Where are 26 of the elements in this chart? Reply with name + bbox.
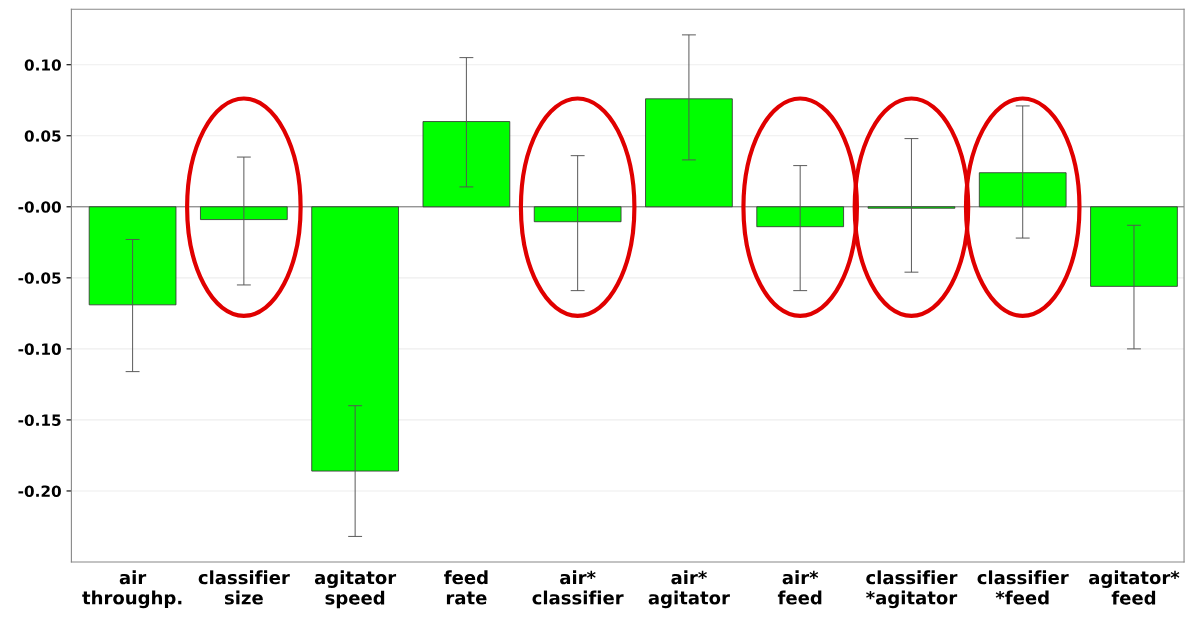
y-tick-label: -0.15 xyxy=(18,414,61,426)
x-tick-label: air throughp. xyxy=(82,570,182,609)
y-tick-label: -0.10 xyxy=(18,343,61,355)
x-tick-label: agitator speed xyxy=(314,570,397,609)
bar xyxy=(311,206,399,472)
x-tick-label: classifier *agitator xyxy=(866,570,958,609)
y-tick-label: 0.05 xyxy=(24,130,61,142)
bar xyxy=(422,121,511,208)
bar xyxy=(1090,206,1178,287)
x-tick-label: air* agitator xyxy=(648,570,730,609)
y-tick-label: -0.00 xyxy=(18,201,61,213)
bar xyxy=(645,98,733,208)
x-tick-label: air* feed xyxy=(777,570,822,605)
x-tick-label: classifier *feed xyxy=(977,570,1069,605)
bar xyxy=(756,206,844,228)
x-tick-label: air* classifier xyxy=(532,570,624,605)
bar xyxy=(88,206,177,306)
x-tick-label: classifier size xyxy=(198,570,290,605)
x-tick-label: agitator* feed xyxy=(1089,570,1180,605)
bar xyxy=(533,206,622,223)
bar xyxy=(978,172,1067,208)
y-tick-label: 0.10 xyxy=(24,59,61,71)
x-tick-label: feed rate xyxy=(444,570,488,605)
y-tick-label: -0.05 xyxy=(18,272,61,284)
y-tick-label: -0.20 xyxy=(18,485,61,497)
bar xyxy=(200,206,288,221)
